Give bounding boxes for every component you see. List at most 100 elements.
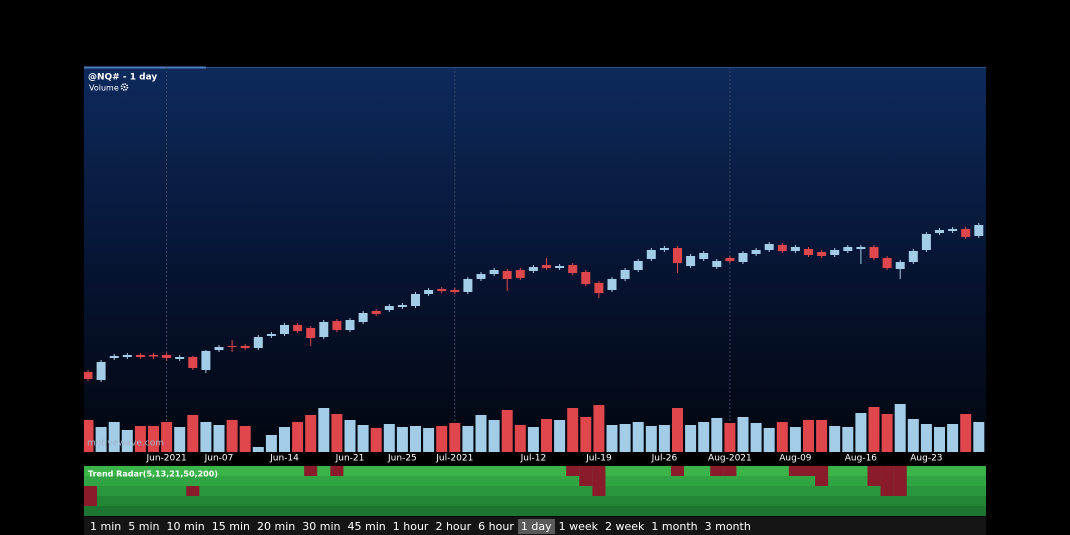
candle-body [555, 266, 565, 268]
candle-body [633, 261, 643, 270]
volume-bar [331, 414, 343, 452]
x-tick-label: Jun-25 [387, 454, 417, 464]
volume-bar [239, 426, 251, 452]
volume-bar [855, 413, 867, 452]
x-tick-label: Jun-2021 [145, 454, 186, 464]
volume-bar [462, 426, 474, 452]
volume-bar [174, 427, 186, 452]
radar-bearish-cell [710, 466, 724, 476]
candle-body [384, 306, 394, 310]
x-tick-label: Jul-12 [520, 454, 547, 464]
candle-body [489, 270, 499, 274]
volume-bar [265, 435, 277, 452]
volume-bar [842, 427, 854, 452]
candle-body [332, 321, 342, 330]
candle-body [712, 261, 722, 267]
radar-bearish-cell [801, 466, 816, 476]
candle-body [135, 355, 145, 357]
candle-body [581, 272, 591, 284]
timeframe-button[interactable]: 1 month [651, 519, 698, 533]
timeframe-button[interactable]: 3 month [704, 519, 751, 533]
volume-bar [410, 426, 421, 452]
radar-bearish-cell [815, 466, 829, 476]
candle-body [424, 290, 434, 294]
radar-bearish-cell [186, 486, 200, 496]
radar-bearish-cell [788, 466, 802, 476]
volume-bar [200, 422, 212, 452]
radar-row [84, 486, 986, 496]
timeframe-button[interactable]: 5 min [128, 519, 160, 533]
volume-bar [305, 415, 317, 452]
candle-body [974, 225, 984, 236]
x-axis-panel [84, 452, 986, 465]
radar-bearish-cell [867, 466, 881, 476]
candle-body [280, 325, 289, 334]
volume-bar [685, 425, 697, 452]
x-tick-label: Jun-21 [335, 454, 365, 464]
timeframe-button[interactable]: 6 hour [478, 519, 514, 533]
candle-body [764, 244, 774, 250]
candle-body [843, 247, 853, 251]
x-tick-label: Aug-23 [910, 454, 942, 464]
volume-bar [357, 425, 369, 452]
volume-bar [108, 422, 120, 452]
volume-bar [436, 426, 448, 452]
volume-bar [501, 410, 513, 452]
timeframe-button[interactable]: 1 min [90, 519, 122, 533]
radar-bearish-cell [867, 476, 881, 486]
timeframe-button[interactable]: 30 min [302, 519, 341, 533]
volume-bar [95, 427, 107, 452]
radar-bearish-cell [670, 466, 685, 476]
radar-bearish-cell [84, 486, 98, 496]
candle-body [948, 229, 958, 231]
volume-bar [907, 419, 919, 452]
radar-bearish-cell [592, 476, 606, 486]
volume-bar [213, 425, 225, 452]
candle-body [463, 279, 473, 292]
volume-bar [396, 427, 408, 452]
timeframe-button[interactable]: 1 hour [392, 519, 429, 533]
trend-radar-label: Trend Radar(5,13,21,50,200) [88, 470, 218, 479]
candle-body [253, 337, 263, 348]
timeframe-button[interactable]: 1 day [517, 518, 555, 534]
timeframe-button[interactable]: 20 min [257, 519, 296, 533]
candle-body [371, 311, 381, 314]
timeframe-button[interactable]: 15 min [211, 519, 250, 533]
volume-bar [423, 428, 435, 452]
candle-body [188, 357, 198, 368]
volume-bar [960, 414, 972, 452]
candle-body [594, 283, 604, 293]
radar-bearish-cell [592, 486, 606, 496]
candle-body [935, 230, 944, 233]
candle-body [162, 355, 172, 358]
volume-bar [672, 408, 683, 452]
candle-body [345, 320, 355, 330]
chart-title: @NQ# - 1 day [88, 73, 157, 83]
candle-body [790, 247, 800, 251]
volume-bar [370, 428, 382, 452]
radar-row [84, 466, 986, 476]
volume-bar [868, 407, 880, 452]
candle-body [777, 245, 787, 251]
radar-bearish-cell [579, 466, 593, 476]
settings-icon[interactable] [120, 83, 129, 91]
radar-bearish-cell [723, 466, 737, 476]
candle-body [856, 247, 866, 249]
timeframe-button[interactable]: 1 week [558, 519, 598, 533]
x-tick-label: Jul-26 [651, 454, 678, 464]
candle-body [515, 270, 525, 278]
timeframe-button[interactable]: 10 min [166, 519, 205, 533]
timeframe-button[interactable]: 45 min [347, 519, 386, 533]
timeframe-button[interactable]: 2 hour [435, 519, 472, 533]
volume-bar [789, 427, 801, 452]
volume-bar [803, 420, 814, 452]
candle-body [699, 253, 709, 259]
volume-bar [593, 405, 605, 452]
x-tick-label: Jul-19 [585, 454, 612, 464]
candle-body [607, 279, 617, 290]
candle-body [450, 290, 460, 292]
candle-body [751, 250, 761, 254]
timeframe-button[interactable]: 2 week [605, 519, 645, 533]
volume-bar [383, 424, 395, 452]
volume-bar [226, 420, 238, 452]
